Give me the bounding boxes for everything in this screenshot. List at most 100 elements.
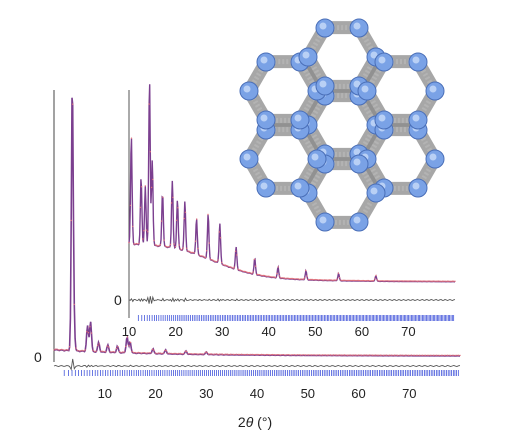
observed-point <box>296 354 299 356</box>
metal-node-highlight <box>353 158 361 166</box>
observed-point <box>352 279 355 282</box>
observed-point <box>160 220 163 222</box>
observed-point <box>384 280 386 282</box>
observed-point <box>248 353 250 356</box>
observed-point <box>145 352 147 354</box>
observed-point <box>290 354 293 356</box>
observed-point <box>347 279 350 282</box>
observed-point <box>342 279 345 281</box>
observed-point <box>196 218 198 220</box>
x-tick-label: 50 <box>308 324 322 339</box>
metal-node-highlight <box>370 187 378 195</box>
observed-point <box>150 352 152 354</box>
observed-point <box>203 353 205 355</box>
observed-point <box>332 279 335 281</box>
observed-point <box>442 354 444 356</box>
metal-node-highlight <box>243 153 251 161</box>
observed-point <box>346 279 348 282</box>
observed-point <box>362 354 364 356</box>
observed-point <box>83 350 85 352</box>
observed-point <box>318 279 321 281</box>
metal-node-highlight <box>294 182 302 190</box>
observed-point <box>208 242 210 244</box>
x-tick-label: 40 <box>250 386 264 401</box>
observed-point <box>260 274 262 276</box>
observed-point <box>228 266 230 268</box>
observed-point <box>244 270 247 273</box>
inset-difference-curve <box>128 295 456 304</box>
observed-point <box>164 245 167 247</box>
observed-point <box>298 278 301 280</box>
observed-point <box>446 354 449 356</box>
observed-point <box>86 331 88 333</box>
observed-point <box>424 354 427 356</box>
observed-point <box>187 250 189 252</box>
observed-point <box>256 273 258 276</box>
observed-point <box>169 243 172 246</box>
observed-point <box>194 240 197 242</box>
observed-point <box>53 349 55 351</box>
observed-point <box>84 349 86 351</box>
observed-point <box>293 278 296 280</box>
observed-point <box>209 353 211 355</box>
observed-point <box>175 219 178 221</box>
observed-point <box>108 346 110 348</box>
observed-point <box>310 278 312 281</box>
observed-point <box>414 280 416 282</box>
observed-point <box>276 354 278 356</box>
observed-point <box>309 354 311 356</box>
observed-point <box>201 255 203 257</box>
x-tick-label: 70 <box>401 324 415 339</box>
observed-point <box>333 279 336 281</box>
observed-point <box>344 279 346 281</box>
observed-point <box>254 353 257 356</box>
observed-point <box>375 354 377 356</box>
observed-point <box>443 354 446 357</box>
observed-point <box>247 271 249 274</box>
observed-point <box>179 248 182 250</box>
observed-point <box>131 350 133 353</box>
observed-point <box>367 354 369 356</box>
observed-point <box>407 354 410 356</box>
observed-point <box>364 354 366 356</box>
observed-point <box>275 354 277 356</box>
observed-point <box>374 278 376 280</box>
observed-point <box>245 353 247 356</box>
observed-point <box>336 278 338 280</box>
metal-node-highlight <box>412 182 420 190</box>
metal-node-highlight <box>260 56 268 64</box>
observed-point <box>436 280 439 282</box>
observed-point <box>328 354 330 356</box>
observed-point <box>143 352 146 354</box>
observed-point <box>181 249 183 251</box>
observed-point <box>161 352 163 355</box>
observed-point <box>153 239 155 242</box>
observed-point <box>406 354 408 356</box>
observed-point <box>168 245 170 248</box>
observed-point <box>154 244 156 246</box>
x-tick-label: 60 <box>351 386 365 401</box>
observed-point <box>177 207 179 209</box>
metal-node-highlight <box>412 114 420 122</box>
main-observed-pattern <box>53 103 461 357</box>
observed-point <box>81 349 83 352</box>
difference-line <box>128 295 456 304</box>
observed-point <box>331 354 333 356</box>
observed-point <box>278 354 280 356</box>
observed-point <box>292 354 294 356</box>
observed-point <box>147 231 149 233</box>
observed-point <box>356 279 358 282</box>
observed-point <box>159 244 161 246</box>
observed-point <box>246 353 249 356</box>
observed-point <box>448 354 450 356</box>
observed-point <box>218 353 221 355</box>
observed-point <box>170 202 173 204</box>
observed-point <box>261 274 263 277</box>
observed-point <box>379 280 381 282</box>
observed-point <box>328 279 331 281</box>
observed-point <box>369 280 371 282</box>
metal-node-highlight <box>260 114 268 122</box>
observed-point <box>179 352 182 355</box>
observed-point <box>445 280 447 282</box>
